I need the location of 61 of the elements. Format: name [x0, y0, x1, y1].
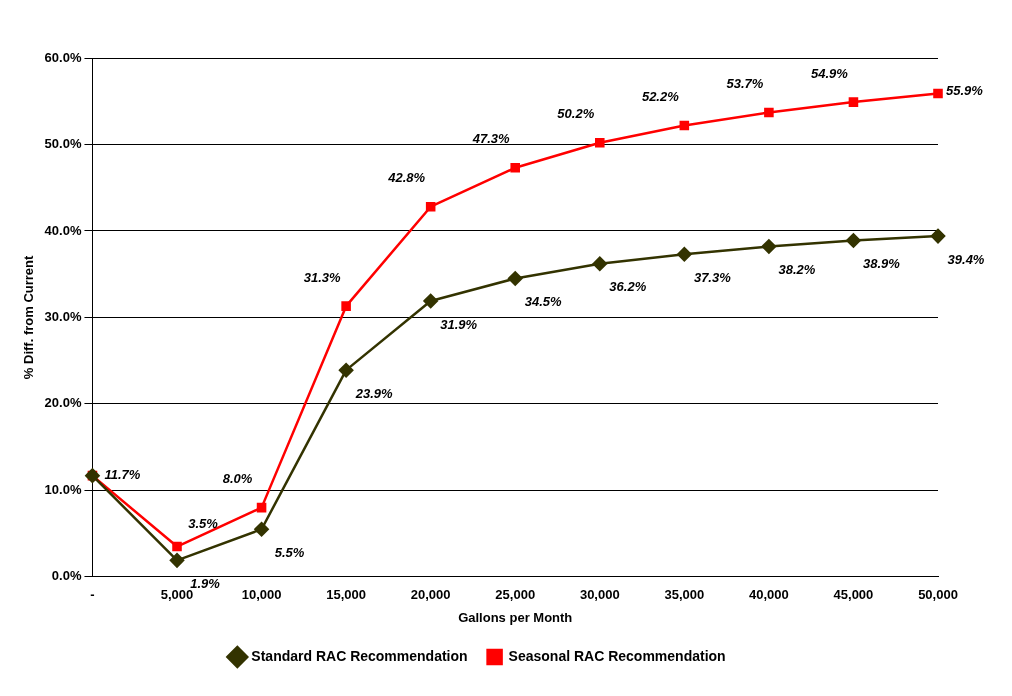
- point: [507, 271, 523, 286]
- data-label: 11.7%: [104, 467, 141, 483]
- data-label: 50.2%: [557, 106, 595, 122]
- y-tick-label: 50.0%: [44, 136, 82, 152]
- point: [256, 502, 267, 513]
- data-label: 47.3%: [471, 131, 511, 147]
- x-tick-label: 15,000: [326, 587, 367, 603]
- x-tick-label: -: [90, 587, 95, 603]
- y-tick-label: 40.0%: [44, 222, 82, 238]
- x-tick-label: 30,000: [579, 587, 620, 603]
- data-label: 8.0%: [222, 471, 253, 487]
- y-tick-label: 60.0%: [44, 49, 82, 65]
- x-tick-label: 35,000: [664, 587, 705, 603]
- data-label: 37.3%: [693, 269, 732, 285]
- point: [172, 541, 182, 552]
- data-label: 36.2%: [609, 279, 647, 295]
- y-axis-title: % Diff. from Current: [21, 254, 37, 380]
- point: [846, 233, 861, 248]
- point: [341, 301, 351, 311]
- point: [764, 107, 774, 118]
- y-tick-label: 10.0%: [44, 481, 82, 497]
- x-tick-label: 10,000: [241, 587, 282, 603]
- point: [677, 247, 692, 262]
- legend-label: Standard RAC Recommendation: [251, 647, 468, 664]
- point: [423, 293, 438, 309]
- point: [933, 88, 943, 99]
- data-label: 52.2%: [641, 89, 680, 105]
- point: [679, 120, 690, 131]
- data-label: 55.9%: [946, 83, 984, 99]
- point: [254, 521, 269, 537]
- data-label: 54.9%: [811, 65, 849, 81]
- x-tick-label: 20,000: [410, 587, 451, 603]
- data-label: 34.5%: [524, 294, 563, 310]
- point: [761, 239, 777, 254]
- point: [930, 228, 946, 244]
- data-label: 39.4%: [947, 251, 985, 267]
- point: [425, 201, 436, 212]
- data-label: 42.8%: [387, 170, 426, 186]
- data-label: 31.9%: [440, 316, 478, 332]
- point: [848, 97, 859, 107]
- data-label: 31.3%: [303, 269, 341, 285]
- x-tick-label: 40,000: [749, 587, 789, 603]
- data-label: 38.9%: [863, 256, 901, 272]
- data-label: 3.5%: [188, 516, 219, 532]
- point: [169, 553, 185, 568]
- y-tick-label: 30.0%: [44, 308, 82, 324]
- x-axis-title: Gallons per Month: [458, 609, 573, 625]
- point: [595, 137, 605, 148]
- data-label: 5.5%: [274, 544, 305, 560]
- point: [592, 256, 608, 272]
- data-label: 53.7%: [726, 76, 764, 92]
- y-tick-label: 20.0%: [44, 395, 82, 411]
- legend-label: Seasonal RAC Recommendation: [508, 647, 726, 664]
- x-tick-label: 45,000: [833, 587, 874, 603]
- x-tick-label: 50,000: [918, 587, 958, 603]
- x-tick-label: 25,000: [495, 587, 536, 603]
- data-label: 23.9%: [354, 385, 393, 401]
- y-tick-label: 0.0%: [51, 568, 82, 584]
- point: [510, 163, 521, 173]
- data-label: 38.2%: [778, 262, 816, 278]
- point: [338, 362, 354, 378]
